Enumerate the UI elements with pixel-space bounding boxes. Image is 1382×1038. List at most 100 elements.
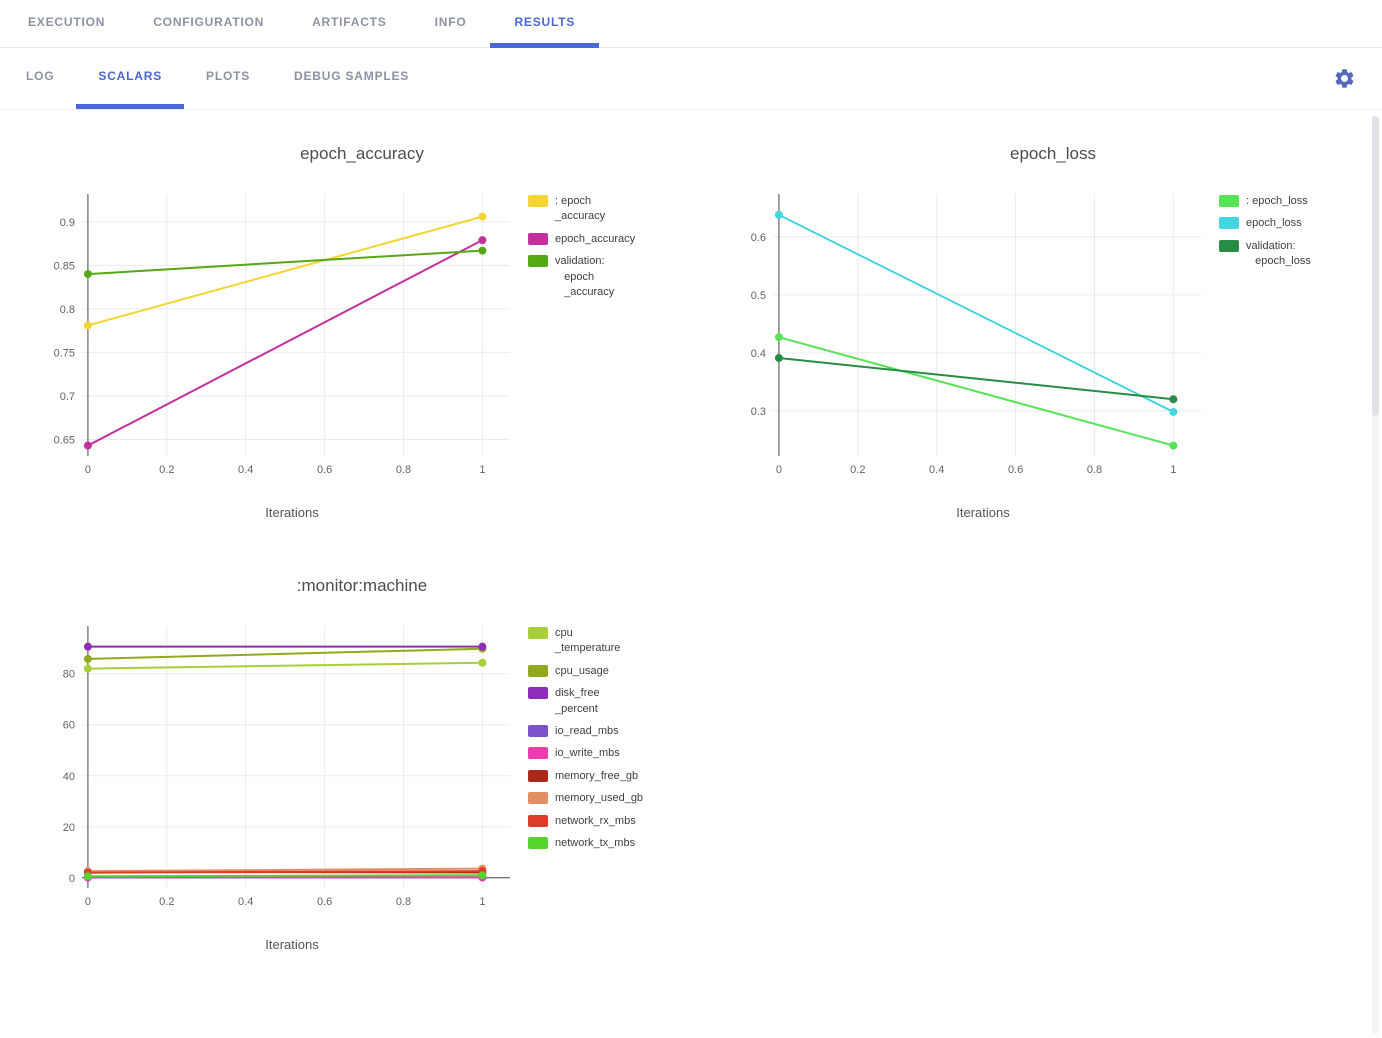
chart-legend: : epoch _accuracy epoch_accuracy validatio… (528, 194, 654, 307)
chart-epoch-loss: epoch_loss 0.3 0.4 0.5 0.6 0 0.2 0.4 0.6 0.8 1 It… (711, 144, 1382, 520)
series-memory-used-gb (83, 864, 487, 876)
legend-item-network-tx-mbs[interactable]: network_tx_mbs (528, 836, 654, 851)
legend-swatch (1219, 217, 1239, 230)
legend-swatch (528, 836, 548, 849)
tab-log[interactable]: LOG (26, 69, 55, 83)
legend-label: network_tx_mbs (555, 836, 636, 849)
legend-swatch (1219, 195, 1239, 207)
legend-item-cpu-usage[interactable]: cpu_usage (528, 664, 654, 679)
x-tick-label: 0.6 (317, 896, 332, 908)
x-tick-label: 0 (776, 464, 782, 476)
x-axis-title: Iterations (265, 937, 319, 952)
legend-item-io-read-mbs[interactable]: io_read_mbs (528, 724, 654, 739)
y-tick-label: 20 (63, 822, 75, 834)
legend-item-epoch-loss[interactable]: epoch_loss (1219, 216, 1345, 231)
tab-debug-samples[interactable]: DEBUG SAMPLES (294, 69, 410, 83)
scalars-content: epoch_accuracy 0.65 0.7 0.75 0.8 0.85 0.9 0 0.2… (0, 110, 1382, 972)
legend-item-epoch-accuracy[interactable]: : epoch _accuracy (528, 194, 654, 225)
legend-item-validation-epoch-loss[interactable]: validation: epoch_loss (1219, 239, 1345, 270)
x-tick-label: 1 (1170, 464, 1176, 476)
legend-item-io-write-mbs[interactable]: io_write_mbs (528, 746, 654, 761)
x-tick-label: 0.2 (159, 464, 174, 476)
series-validation-epoch-accuracy (83, 246, 487, 279)
y-tick-label: 0.5 (751, 290, 766, 302)
monitor-machine-svg: 0 20 40 60 80 0 0.2 0.4 0.6 0.8 1 (63, 626, 510, 908)
legend-item-memory-used-gb[interactable]: memory_used_gb (528, 791, 654, 806)
legend-item-network-rx-mbs[interactable]: network_rx_mbs (528, 814, 654, 829)
series-epoch-accuracy (83, 212, 487, 330)
tab-plots[interactable]: PLOTS (206, 69, 251, 83)
x-tick-label: 1 (479, 896, 485, 908)
epoch-loss-plot[interactable]: 0.3 0.4 0.5 0.6 0 0.2 0.4 0.6 0.8 1 (725, 180, 1211, 489)
x-tick-label: 0.8 (396, 896, 411, 908)
legend-swatch (528, 664, 548, 677)
scrollbar-thumb[interactable] (1372, 116, 1379, 416)
x-tick-label: 0.8 (396, 464, 411, 476)
x-axis-title: Iterations (956, 505, 1010, 520)
series-epoch-accuracy (83, 236, 487, 450)
legend-item-memory-free-gb[interactable]: memory_free_gb (528, 769, 654, 784)
legend-label: disk_free _percent (555, 687, 600, 715)
tab-artifacts[interactable]: ARTIFACTS (312, 14, 387, 29)
legend-item-validation-epoch-accuracy[interactable]: validation: epoch _accuracy (528, 254, 654, 300)
tab-configuration[interactable]: CONFIGURATION (153, 14, 265, 29)
legend-item-disk-free-percent[interactable]: disk_free _percent (528, 686, 654, 717)
legend-swatch (528, 687, 548, 700)
y-tick-label: 0.3 (751, 406, 766, 418)
chart-monitor-machine: :monitor:machine 0 20 40 60 80 0 0.2 0.4 0.6 0.8 1… (20, 576, 711, 952)
y-tick-label: 40 (63, 771, 75, 783)
x-axis-title: Iterations (265, 505, 319, 520)
legend-label: io_read_mbs (555, 724, 619, 737)
series-disk-free-percent (83, 642, 487, 651)
empty-grid-cell (711, 576, 1382, 952)
y-tick-label: 0.85 (54, 260, 75, 272)
epoch-accuracy-svg: 0.65 0.7 0.75 0.8 0.85 0.9 0 0.2 0.4 0.6 0.8 1 (54, 194, 510, 476)
legend-label: : epoch_loss (1246, 195, 1308, 207)
tab-execution[interactable]: EXECUTION (28, 14, 106, 29)
legend-label: epoch_loss (1246, 217, 1302, 230)
y-tick-label: 0.7 (60, 391, 75, 403)
legend-swatch (528, 195, 548, 207)
chart-title: epoch_accuracy (300, 144, 424, 163)
legend-label: epoch_accuracy (555, 232, 636, 245)
legend-item-epoch-accuracy[interactable]: epoch_accuracy (528, 232, 654, 247)
legend-label: memory_free_gb (555, 769, 639, 782)
y-tick-label: 0.75 (54, 347, 75, 359)
x-tick-label: 1 (479, 464, 485, 476)
tab-info[interactable]: INFO (434, 14, 467, 29)
legend-swatch (528, 814, 548, 827)
legend-item-cpu-temperature[interactable]: cpu _temperature (528, 626, 654, 657)
legend-swatch (528, 255, 548, 268)
chart-title: epoch_loss (1009, 144, 1096, 163)
chart-legend: cpu _temperature cpu_usage disk_free _perc… (528, 626, 654, 858)
x-tick-label: 0.4 (238, 464, 253, 476)
legend-item-epoch-loss[interactable]: : epoch_loss (1219, 194, 1345, 209)
y-tick-label: 0.6 (751, 232, 766, 244)
top-tab-bar: EXECUTION CONFIGURATION ARTIFACTS INFO R… (0, 0, 1382, 48)
legend-label: io_write_mbs (555, 747, 620, 760)
x-tick-label: 0.4 (929, 464, 944, 476)
gear-icon[interactable] (1333, 48, 1356, 109)
y-tick-label: 80 (63, 669, 75, 681)
series-cpu-temperature (83, 658, 487, 673)
y-tick-label: 0.4 (751, 348, 766, 360)
x-tick-label: 0.2 (850, 464, 865, 476)
legend-label: validation: epoch _accuracy (555, 255, 615, 298)
y-tick-label: 0 (69, 873, 75, 885)
chart-legend: : epoch_loss epoch_loss validation: epoch_… (1219, 194, 1345, 277)
x-tick-label: 0.2 (159, 896, 174, 908)
tab-results[interactable]: RESULTS (490, 0, 600, 48)
tab-scalars[interactable]: SCALARS (76, 48, 185, 109)
x-tick-label: 0 (85, 464, 91, 476)
monitor-machine-plot[interactable]: 0 20 40 60 80 0 0.2 0.4 0.6 0.8 1 (34, 612, 520, 921)
series-validation-epoch-loss (774, 354, 1178, 404)
epoch-accuracy-plot[interactable]: 0.65 0.7 0.75 0.8 0.85 0.9 0 0.2 0.4 0.6 0.8 1 (34, 180, 520, 489)
legend-label: network_rx_mbs (555, 814, 636, 827)
y-tick-label: 60 (63, 720, 75, 732)
epoch-loss-svg: 0.3 0.4 0.5 0.6 0 0.2 0.4 0.6 0.8 1 (751, 194, 1201, 476)
chart-title: :monitor:machine (296, 576, 428, 595)
legend-label: cpu _temperature (555, 627, 621, 655)
scrollbar[interactable] (1372, 116, 1379, 1034)
series-network-tx-mbs (83, 871, 487, 881)
legend-label: : epoch _accuracy (555, 195, 606, 223)
